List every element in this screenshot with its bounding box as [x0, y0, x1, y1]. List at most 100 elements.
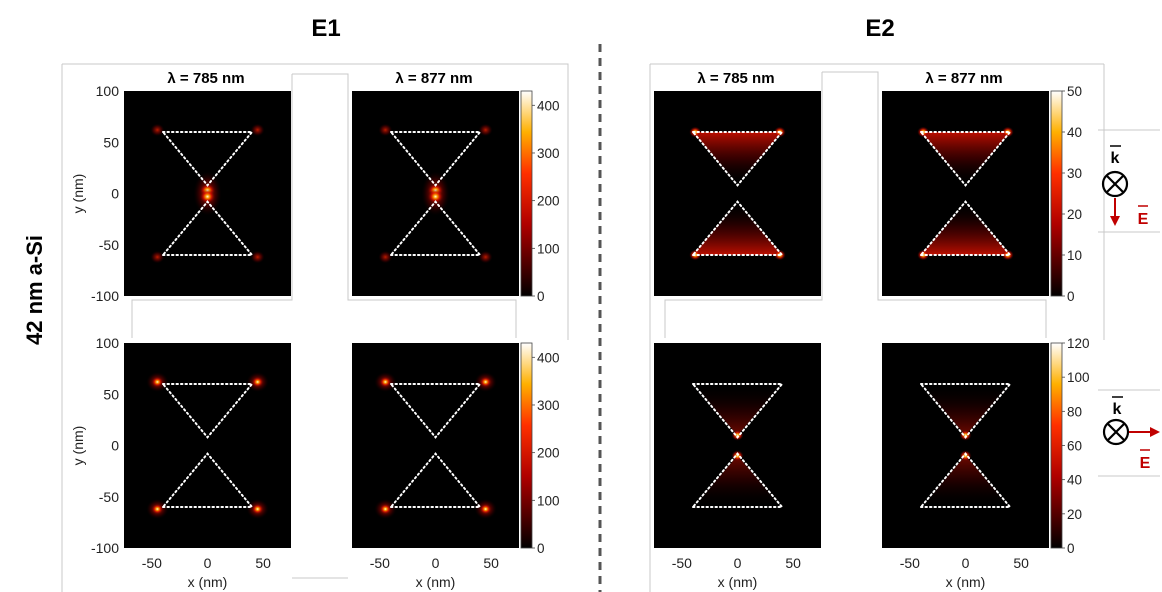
- title-e2-785: λ = 785 nm: [697, 70, 774, 87]
- field-intensity: [146, 372, 269, 519]
- y-tick-label: 100: [96, 83, 120, 99]
- colorbar-tick-label: 50: [1067, 84, 1082, 99]
- hotspot: [478, 250, 493, 264]
- heatmap-panel-8: [882, 343, 1049, 548]
- triangle-outline: [160, 200, 255, 256]
- wedge-glow: [920, 384, 1011, 436]
- hotspot: [379, 376, 392, 388]
- colorbar-tick-label: 300: [537, 146, 560, 161]
- heatmap-background: [124, 343, 291, 548]
- row-label: 42 nm a-Si: [22, 235, 47, 345]
- heatmap-background: [654, 91, 821, 296]
- y-tick-label: 50: [103, 386, 119, 402]
- hotspot: [251, 503, 264, 515]
- hotspot: [151, 503, 164, 515]
- heatmap-background: [882, 343, 1049, 548]
- heatmap-panel-6: [882, 91, 1049, 296]
- k-label-top: k: [1111, 150, 1120, 167]
- colorbar-tick-label: 100: [537, 493, 560, 508]
- legend-top: k E: [1101, 145, 1149, 228]
- wedge-glow: [692, 384, 783, 436]
- x-tick-label: -50: [672, 555, 692, 571]
- legend-bottom: k E: [1102, 396, 1160, 472]
- colorbar-tick-label: 40: [1067, 473, 1082, 488]
- header-e2: E2: [865, 15, 894, 42]
- x-axis-label: x (nm): [188, 574, 228, 590]
- y-tick-label: 100: [96, 335, 120, 351]
- field-intensity: [150, 123, 265, 264]
- colorbar-tick-label: 40: [1067, 125, 1082, 140]
- colorbar-tick-label: 200: [537, 446, 560, 461]
- hotspot: [379, 503, 392, 515]
- y-tick-label: 50: [103, 134, 119, 150]
- hotspot: [478, 123, 493, 137]
- colorbar-tick-label: 80: [1067, 404, 1082, 419]
- x-tick-label: 50: [785, 555, 801, 571]
- triangle-outline: [918, 383, 1013, 439]
- colorbar-tick-label: 30: [1067, 166, 1082, 181]
- e-label-bottom: E: [1140, 455, 1151, 472]
- x-tick-label: 0: [204, 555, 212, 571]
- colorbar-tick-label: 400: [537, 350, 560, 365]
- wedge-glow: [692, 455, 783, 507]
- hotspot: [378, 250, 393, 264]
- colorbar-e1-bottom: 0 100 200 300 400: [520, 342, 560, 556]
- wedge-glow: [920, 455, 1011, 507]
- triangle-outline: [690, 131, 785, 187]
- colorbar-e2-top: 0 10 20 30 40 50: [1050, 84, 1082, 304]
- x-tick-label: -50: [900, 555, 920, 571]
- y-tick-label: -50: [99, 489, 119, 505]
- triangle-outline: [388, 383, 483, 439]
- y-tick-label: 0: [111, 186, 119, 202]
- colorbar-e1-top: 0 100 200 300 400: [520, 90, 560, 304]
- heatmap-panel-1: [124, 91, 291, 296]
- colorbar-tick-label: 20: [1067, 207, 1082, 222]
- k-into-page-icon-2: [1102, 418, 1130, 446]
- colorbar-tick-label: 10: [1067, 248, 1082, 263]
- heatmap-panel-3: [124, 343, 291, 548]
- hotspot: [150, 250, 165, 264]
- triangle-outline: [388, 200, 483, 256]
- triangle-outline: [160, 452, 255, 508]
- colorbar-tick-label: 0: [537, 541, 545, 556]
- colorbar-tick-label: 120: [1067, 336, 1090, 351]
- wedge-glow: [692, 201, 783, 255]
- heatmap-background: [654, 343, 821, 548]
- hotspot: [479, 503, 492, 515]
- triangle-outline: [690, 200, 785, 256]
- hotspot: [250, 250, 265, 264]
- panel-outlines: [61, 63, 1160, 592]
- colorbar-tick-label: 0: [1067, 289, 1075, 304]
- y-axis-label: y (nm): [70, 174, 86, 214]
- hotspot: [251, 376, 264, 388]
- triangle-outline: [388, 131, 483, 187]
- y-tick-label: -100: [91, 288, 119, 304]
- colorbar-tick-label: 0: [1067, 541, 1075, 556]
- y-axis-label: y (nm): [70, 426, 86, 466]
- field-intensity: [374, 372, 497, 519]
- colorbar-gradient: [520, 90, 533, 297]
- colorbar-gradient: [1050, 90, 1063, 297]
- x-tick-label: 50: [483, 555, 499, 571]
- colorbar-tick-label: 300: [537, 398, 560, 413]
- y-tick-label: 0: [111, 438, 119, 454]
- field-intensity: [920, 384, 1011, 507]
- k-label-bottom: k: [1113, 401, 1122, 418]
- e-label-top: E: [1138, 211, 1149, 228]
- colorbar-gradient: [520, 342, 533, 549]
- triangle-outline: [918, 200, 1013, 256]
- triangle-outline: [160, 383, 255, 439]
- colorbar-tick-label: 100: [1067, 370, 1090, 385]
- hotspot: [250, 123, 265, 137]
- heatmap-background: [352, 343, 519, 548]
- title-e1-785: λ = 785 nm: [167, 70, 244, 87]
- x-axis-label: x (nm): [416, 574, 456, 590]
- triangle-outline: [690, 452, 785, 508]
- field-intensity: [378, 123, 493, 264]
- k-into-page-icon: [1101, 170, 1129, 198]
- header-e1: E1: [311, 15, 340, 42]
- colorbar-tick-label: 100: [537, 241, 560, 256]
- heatmap-panel-7: [654, 343, 821, 548]
- colorbar-tick-label: 200: [537, 194, 560, 209]
